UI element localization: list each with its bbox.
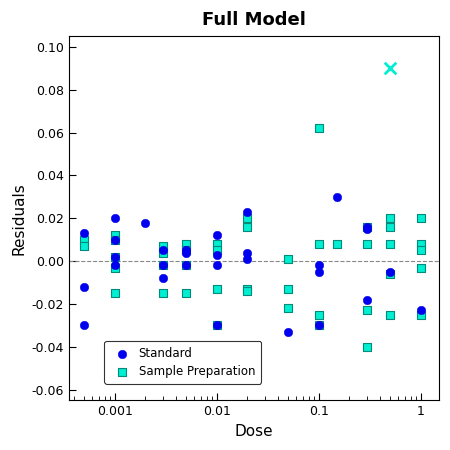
Standard xyxy=(81,284,88,291)
Standard xyxy=(364,223,371,230)
Standard xyxy=(182,262,189,269)
Sample Preparation xyxy=(417,215,424,222)
Standard xyxy=(160,247,167,254)
Sample Preparation xyxy=(417,240,424,248)
Standard xyxy=(315,322,322,329)
Sample Preparation xyxy=(244,215,251,222)
X-axis label: Dose: Dose xyxy=(234,424,273,439)
Standard xyxy=(213,232,220,239)
Sample Preparation xyxy=(213,247,220,254)
Standard xyxy=(182,249,189,256)
Sample Preparation xyxy=(160,262,167,269)
Standard xyxy=(315,268,322,275)
Standard xyxy=(111,215,118,222)
Standard xyxy=(111,262,118,269)
Standard xyxy=(333,194,340,201)
Sample Preparation xyxy=(315,322,322,329)
Standard xyxy=(417,307,424,314)
Sample Preparation xyxy=(111,236,118,243)
Sample Preparation xyxy=(182,247,189,254)
Standard xyxy=(213,251,220,258)
Sample Preparation xyxy=(364,240,371,248)
Sample Preparation xyxy=(244,285,251,292)
Sample Preparation xyxy=(315,240,322,248)
Sample Preparation xyxy=(386,223,393,230)
Sample Preparation xyxy=(81,236,88,243)
Title: Full Model: Full Model xyxy=(202,11,306,29)
Sample Preparation xyxy=(244,223,251,230)
Sample Preparation xyxy=(364,223,371,230)
Sample Preparation xyxy=(386,270,393,278)
Standard xyxy=(244,208,251,216)
Sample Preparation xyxy=(111,232,118,239)
Sample Preparation xyxy=(213,240,220,248)
Sample Preparation xyxy=(213,322,220,329)
Sample Preparation xyxy=(315,125,322,132)
Standard xyxy=(81,230,88,237)
Standard xyxy=(244,256,251,263)
Standard xyxy=(315,262,322,269)
Standard xyxy=(111,236,118,243)
Sample Preparation xyxy=(81,243,88,250)
Sample Preparation xyxy=(182,262,189,269)
Standard xyxy=(142,219,149,226)
Sample Preparation xyxy=(364,343,371,351)
Standard xyxy=(213,322,220,329)
Sample Preparation xyxy=(417,247,424,254)
Sample Preparation xyxy=(386,215,393,222)
Sample Preparation xyxy=(284,285,292,292)
Sample Preparation xyxy=(111,264,118,271)
Sample Preparation xyxy=(284,305,292,312)
Standard xyxy=(160,262,167,269)
Sample Preparation xyxy=(386,311,393,318)
Standard xyxy=(213,262,220,269)
Sample Preparation xyxy=(160,243,167,250)
Sample Preparation xyxy=(364,307,371,314)
Sample Preparation xyxy=(182,290,189,297)
Sample Preparation xyxy=(315,311,322,318)
Sample Preparation xyxy=(284,256,292,263)
Sample Preparation xyxy=(417,264,424,271)
Standard xyxy=(111,253,118,261)
Sample Preparation xyxy=(182,240,189,248)
Sample Preparation xyxy=(244,288,251,295)
Sample Preparation xyxy=(417,311,424,318)
Sample Preparation xyxy=(213,285,220,292)
Standard xyxy=(364,225,371,233)
Sample Preparation xyxy=(160,290,167,297)
Point xyxy=(386,65,393,72)
Sample Preparation xyxy=(333,240,340,248)
Standard xyxy=(182,247,189,254)
Sample Preparation xyxy=(111,290,118,297)
Legend: Standard, Sample Preparation: Standard, Sample Preparation xyxy=(104,341,261,384)
Standard xyxy=(81,322,88,329)
Standard xyxy=(284,328,292,336)
Standard xyxy=(364,296,371,303)
Standard xyxy=(386,268,393,275)
Y-axis label: Residuals: Residuals xyxy=(11,182,26,255)
Standard xyxy=(244,249,251,256)
Sample Preparation xyxy=(160,249,167,256)
Standard xyxy=(160,275,167,282)
Sample Preparation xyxy=(111,253,118,261)
Sample Preparation xyxy=(386,240,393,248)
